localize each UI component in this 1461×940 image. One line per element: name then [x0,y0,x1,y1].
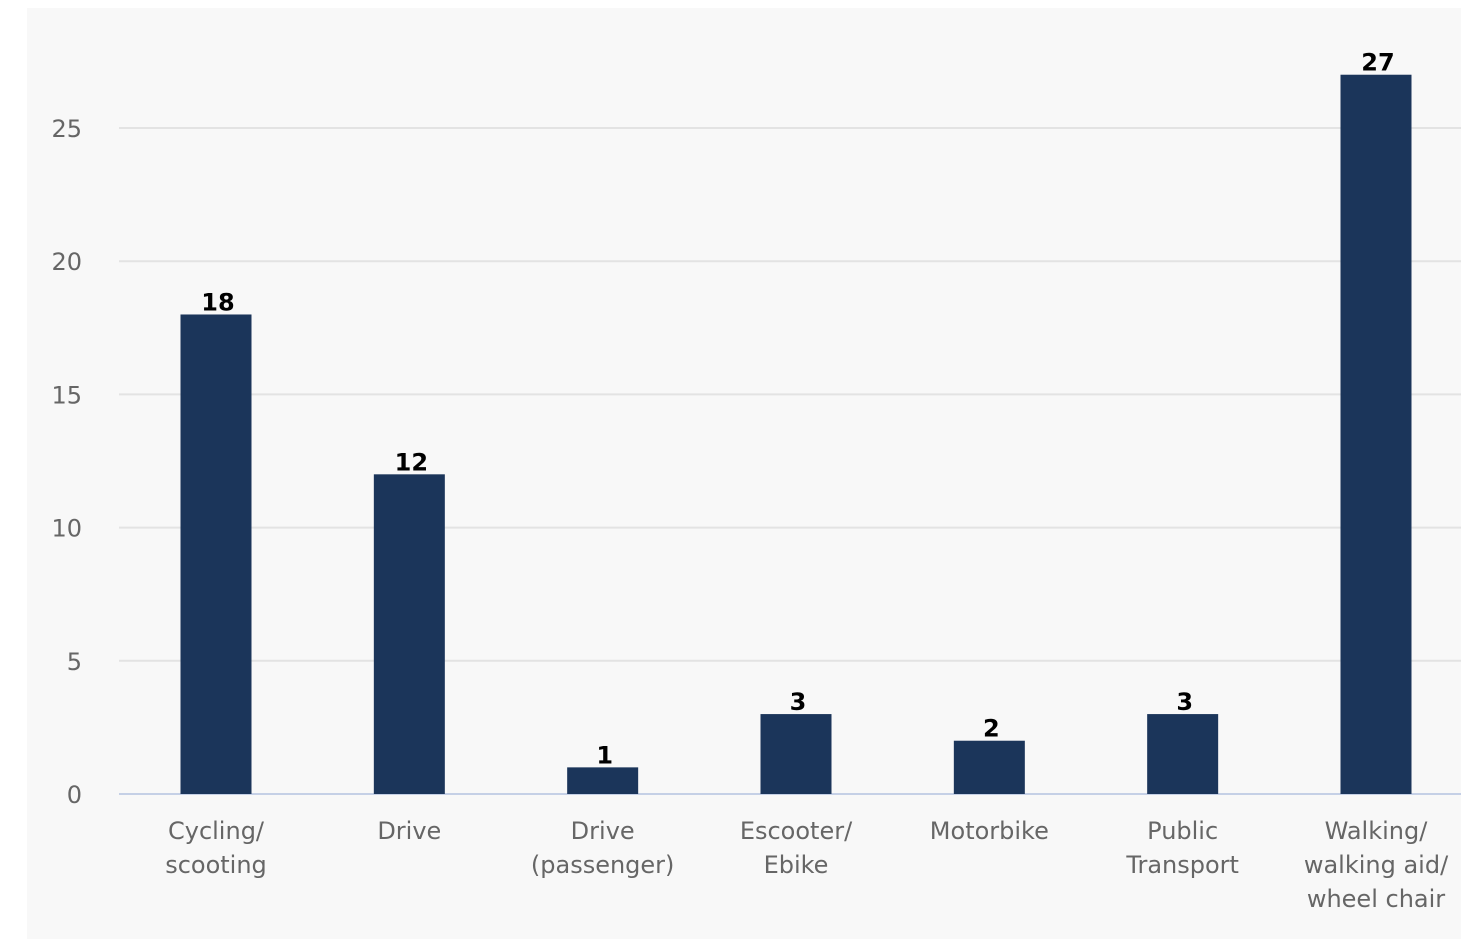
x-tick-label-line: Cycling/ [168,817,265,845]
data-label: 18 [201,288,234,316]
x-tick-label-line: Public [1147,817,1218,845]
data-label: 12 [395,448,428,476]
data-label: 2 [983,715,1000,743]
x-tick-label-line: Drive [377,817,441,845]
x-tick-label: Public Transport [1125,817,1239,879]
x-tick-label-line: Escooter/ [740,817,853,845]
x-tick-label: Motorbike [930,817,1049,845]
y-tick-label: 0 [67,781,82,809]
bar [953,740,1025,794]
x-tick-label: Cycling/scooting [165,817,267,879]
bar [180,314,252,794]
x-tick-label-line: walking aid/ [1304,851,1449,879]
bar [760,714,832,794]
x-tick-label-line: wheel chair [1307,885,1445,913]
x-tick-label-line: Transport [1125,851,1239,879]
y-tick-label: 25 [51,115,82,143]
x-tick-label: Drive [377,817,441,845]
x-tick-label-line: scooting [165,851,267,879]
data-label: 1 [596,741,613,769]
x-tick-label-line: (passenger) [531,851,675,879]
x-tick-label-line: Ebike [764,851,829,879]
x-tick-label: Escooter/Ebike [740,817,853,879]
bar [1147,714,1219,794]
y-tick-label: 5 [67,648,82,676]
y-tick-label: 10 [51,515,82,543]
x-tick-label: Walking/walking aid/wheel chair [1304,817,1449,913]
data-label: 3 [1176,688,1193,716]
bar [1340,74,1412,795]
x-tick-label-line: Walking/ [1325,817,1429,845]
bar [373,474,445,794]
data-label: 3 [790,688,807,716]
data-label: 27 [1361,49,1394,77]
y-tick-label: 15 [51,381,82,409]
y-tick-label: 20 [51,248,82,276]
x-tick-label: Drive (passenger) [531,817,675,879]
x-tick-label-line: Drive [571,817,635,845]
chart-panel [27,8,1461,939]
bar [567,767,639,794]
x-tick-label-line: Motorbike [930,817,1049,845]
